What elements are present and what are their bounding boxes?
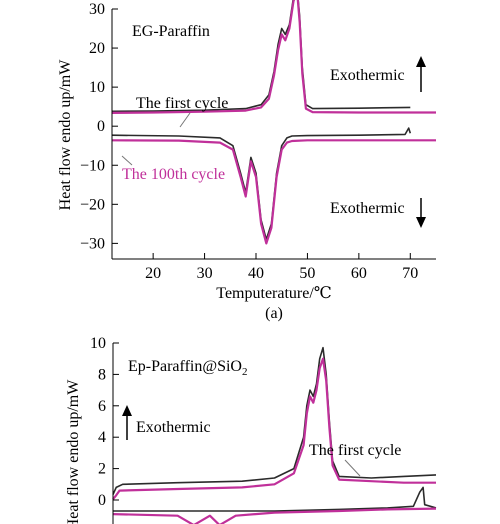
panel-a-series-the-100th-cycle-heating: [111, 0, 436, 114]
panel-b-series-the-first-cycle-cooling: [113, 486, 437, 512]
panel-b-chart: 10 8 6 4 2 0 Ep-Paraffin@SiO2 Exothermic The …: [65, 335, 437, 524]
panel-b-y-tick-label: 0: [98, 492, 106, 509]
panel-b-y-tick-label: 8: [98, 366, 106, 383]
panel-a-100th-cycle-leader: [121, 155, 133, 166]
panel-a-y-tick-label: 20: [89, 40, 105, 57]
panel-a-axes: 30 20 10 0 −10 −20 −30 20 30 40 50 60 70: [80, 1, 436, 282]
panel-a-y-tick-label: −20: [80, 196, 105, 213]
panel-a-curves: [111, 0, 436, 245]
panel-b-axes: 10 8 6 4 2 0: [90, 335, 361, 524]
panel-b-sample-label: Ep-Paraffin@SiO2: [128, 358, 247, 378]
panel-a-exothermic-up-label: Exothermic: [330, 67, 405, 84]
panel-b-series-the-first-cycle-heating: [112, 346, 437, 495]
panel-b-y-tick-label: 10: [90, 335, 106, 352]
arrow-down-icon: [416, 198, 426, 228]
panel-a-x-tick-label: 70: [402, 265, 418, 282]
panel-b-exothermic-up-label: Exothermic: [136, 419, 211, 436]
panel-a-y-tick-label: 10: [89, 79, 105, 96]
panel-b-sample-label-subscript: 2: [242, 366, 248, 378]
panel-b-series-the-100th-cycle-heating: [112, 357, 436, 500]
panel-b-y-tick-label: 6: [98, 398, 106, 415]
panel-a-x-tick-label: 60: [351, 265, 367, 282]
panel-a-x-tick-label: 20: [145, 265, 161, 282]
arrow-up-icon: [122, 405, 132, 440]
panel-a-x-tick-label: 40: [248, 265, 264, 282]
panel-a-y-tick-label: −30: [80, 235, 105, 252]
panel-a-chart: 30 20 10 0 −10 −20 −30 20 30 40 50 60 70 EG-Paraffin…: [57, 0, 436, 322]
panel-b-first-cycle-leader: [344, 459, 361, 477]
panel-a-first-cycle-label: The first cycle: [136, 95, 228, 112]
panel-a-y-axis-title: Heat flow endo up/mW: [57, 59, 74, 211]
panel-a-x-tick-label: 30: [197, 265, 213, 282]
panel-a-x-tick-label: 50: [299, 265, 315, 282]
arrow-up-icon: [416, 56, 426, 92]
panel-b-y-tick-label: 4: [98, 429, 106, 446]
panel-b-y-tick-label: 2: [98, 461, 106, 478]
panel-a-y-tick-label: −10: [80, 157, 105, 174]
panel-a-sample-label: EG-Paraffin: [132, 23, 210, 40]
panel-b-series-the-100th-cycle-cooling: [112, 507, 437, 524]
panel-a-label: (a): [265, 305, 283, 322]
panel-a-x-axis-title: Temputerature/℃: [216, 285, 331, 302]
panel-a-exothermic-down-label: Exothermic: [330, 200, 405, 217]
panel-a-y-tick-label: 30: [89, 1, 105, 18]
panel-b-y-axis-title: Heat flow endo up/mW: [65, 379, 82, 524]
panel-a-series-the-100th-cycle-cooling: [111, 139, 436, 245]
panel-b-first-cycle-label: The first cycle: [309, 442, 401, 459]
panel-a-first-cycle-leader: [179, 112, 191, 128]
panel-b-curves: [112, 346, 437, 524]
panel-a-y-tick-label: 0: [97, 118, 105, 135]
panel-a-100th-cycle-label: The 100th cycle: [122, 166, 225, 183]
